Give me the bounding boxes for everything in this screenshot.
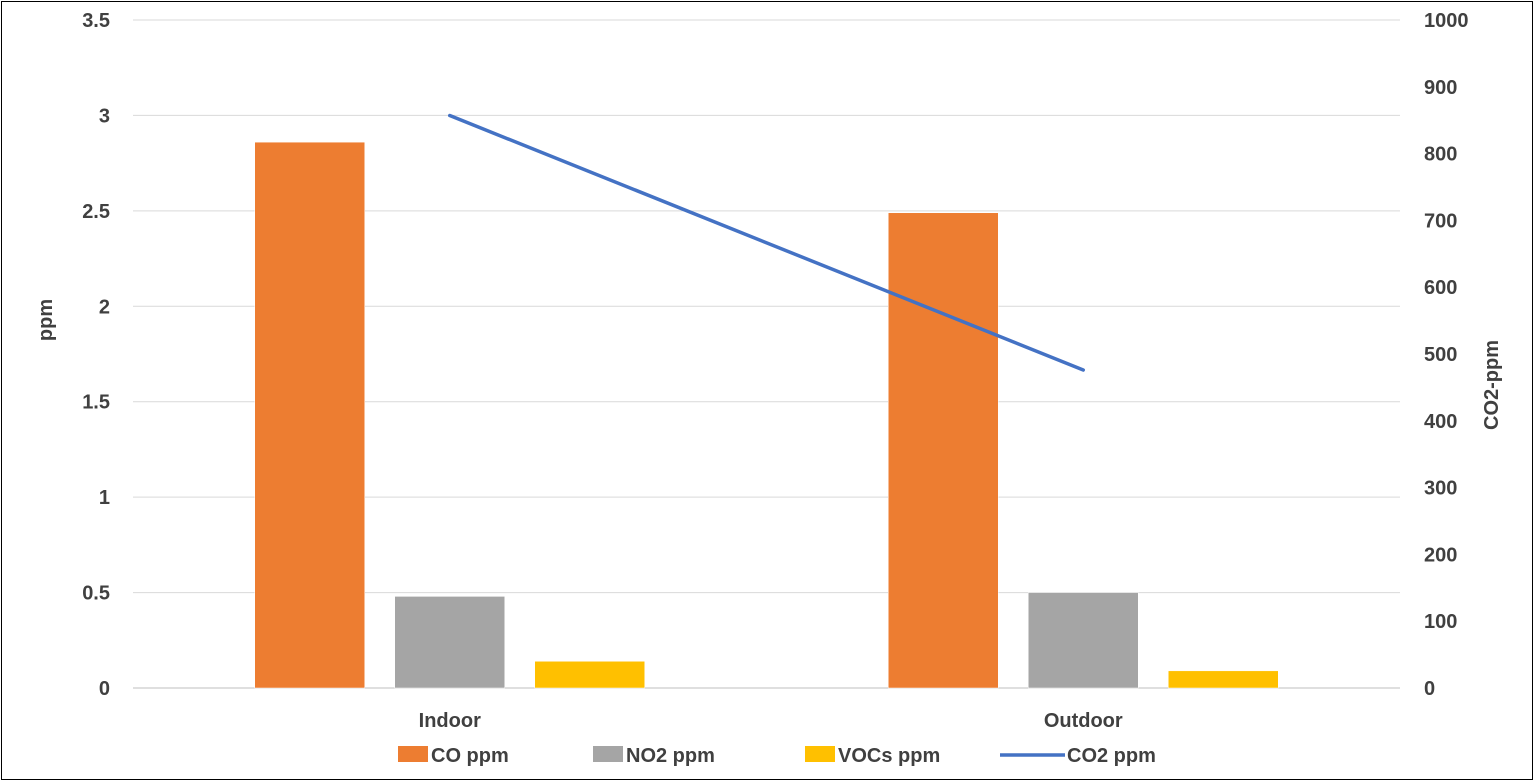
y-tick-label-right: 200: [1424, 544, 1457, 566]
legend-label: CO ppm: [431, 745, 509, 767]
line-co2-ppm: [448, 113, 1085, 372]
bar-co-ppm-outdoor: [888, 212, 999, 689]
y-tick-label-left: 1.5: [82, 392, 110, 414]
y-tick-label-left: 2: [99, 296, 110, 318]
co2-line: [448, 113, 1085, 372]
y-tick-label-left: 3: [99, 105, 110, 127]
y-axis-label-left: ppm: [35, 299, 57, 341]
y-tick-label-right: 100: [1424, 611, 1457, 633]
y-tick-label-left: 0.5: [82, 583, 110, 605]
y-tick-label-left: 3.5: [82, 10, 110, 32]
x-category-label: Outdoor: [1044, 710, 1123, 732]
legend-label: VOCs ppm: [838, 745, 940, 767]
bar-vocs-ppm-indoor: [534, 661, 645, 689]
y-tick-label-right: 500: [1424, 344, 1457, 366]
legend-label: CO2 ppm: [1067, 745, 1156, 767]
y-tick-label-right: 800: [1424, 144, 1457, 166]
bars: [254, 141, 1279, 689]
y-tick-label-right: 400: [1424, 411, 1457, 433]
y-tick-label-left: 0: [99, 678, 110, 700]
legend-label: NO2 ppm: [626, 745, 715, 767]
legend-swatch: [593, 746, 623, 762]
bar-vocs-ppm-outdoor: [1168, 670, 1279, 689]
bar-no2-ppm-indoor: [394, 596, 505, 689]
y-tick-label-left: 2.5: [82, 201, 110, 223]
legend-swatch: [398, 746, 428, 762]
category-labels: Indoor Outdoor: [419, 710, 1123, 732]
y-tick-label-left: 1: [99, 487, 110, 509]
y-tick-label-right: 300: [1424, 478, 1457, 500]
legend: CO ppm NO2 ppm VOCs ppm CO2 ppm: [398, 745, 1156, 767]
y-tick-label-right: 700: [1424, 210, 1457, 232]
x-category-label: Indoor: [419, 710, 481, 732]
bar-no2-ppm-outdoor: [1028, 592, 1139, 689]
y-axis-label-right: CO2-ppm: [1481, 340, 1503, 430]
right-axis-ticks: 0 100 200 300 400 500 600 700 800 900 1000: [1424, 10, 1469, 700]
y-tick-label-right: 0: [1424, 678, 1435, 700]
left-axis-ticks: 0 0.5 1 1.5 2 2.5 3 3.5: [82, 10, 110, 700]
legend-swatch: [805, 746, 835, 762]
bar-co-ppm-indoor: [254, 141, 365, 689]
y-tick-label-right: 1000: [1424, 10, 1469, 32]
y-tick-label-right: 900: [1424, 77, 1457, 99]
y-tick-label-right: 600: [1424, 277, 1457, 299]
